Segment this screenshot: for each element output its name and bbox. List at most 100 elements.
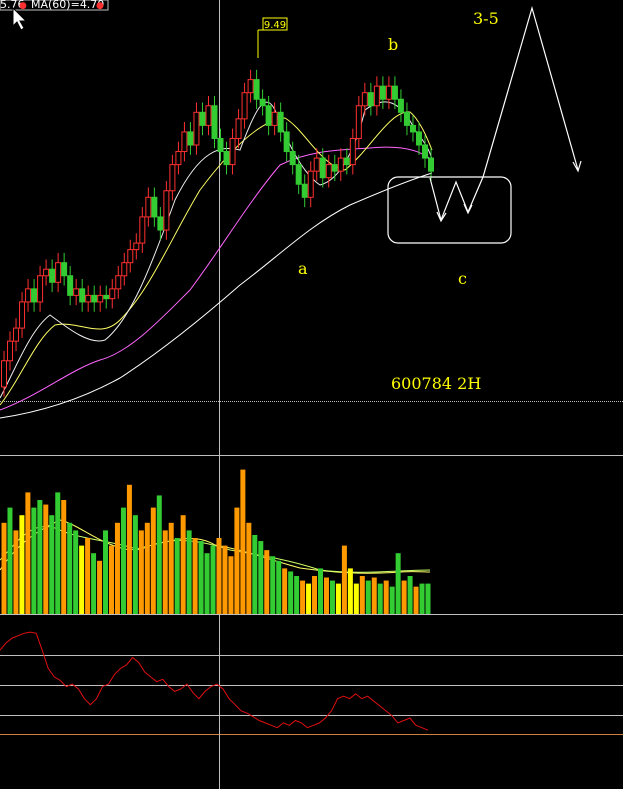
candle-down [391,85,398,100]
candle-up [355,105,362,139]
volume-bar [144,522,150,614]
volume-bar [49,515,55,614]
candle-down [331,164,338,172]
candle-up [313,157,320,172]
candle-up [43,268,50,277]
candle-up [247,79,254,94]
volume-bar [61,500,67,614]
candle-down [379,85,386,100]
volume-bar [204,553,210,614]
candle-up [337,157,344,172]
volume-bar [91,553,97,614]
candle-down [409,124,416,133]
ma-prev-value: 5.76 [0,0,25,11]
candle-up [55,262,62,283]
volume-bar [67,522,73,614]
peak-price-marker: 9.49 [257,17,288,58]
candle-up [361,92,368,107]
volume-bar [138,530,144,614]
candle-up [193,111,200,146]
candle-down [61,262,68,277]
volume-bar [318,568,324,614]
volume-bar [234,507,240,614]
volume-bar [383,580,389,614]
volume-bar [264,550,270,614]
volume-bar [168,522,174,614]
candle-down [428,157,434,172]
candle-down [103,294,110,300]
volume-bar [19,515,25,614]
candle-down [319,157,326,179]
candle-down [157,216,164,231]
volume-bar [132,515,138,614]
candle-down [151,196,158,218]
volume-bar [365,580,371,614]
panel-grid [0,401,623,735]
volume-bar [1,522,7,614]
candle-down [283,131,290,153]
candle-up [181,131,188,153]
volume-bar [407,576,413,614]
volume-bar [210,545,216,614]
candle-up [37,275,44,303]
ma60-label: MA(60)=4.70 [31,0,104,11]
wave-arrowhead-1 [436,211,447,223]
ma-dot-icon: ● [19,1,27,11]
wave-label-3-5: 3-5 [473,9,499,28]
volume-bar [228,556,234,614]
wave-arrowhead-2 [463,203,473,215]
candle-up [169,164,176,192]
candle-down [367,92,374,107]
wave-arrowhead-3 [572,160,582,173]
volume-bar [276,560,282,614]
volume-bar [85,538,91,614]
ma-legend: 5.76 ● MA(60)=4.70 ● [0,0,109,11]
ma60-line [0,172,433,419]
volume-bar [192,538,198,614]
volume-bar [114,522,120,614]
volume-bar [341,545,347,614]
candle-up [205,105,212,126]
volume-bar [55,492,61,614]
volume-bar [401,580,407,614]
volume-bar [37,500,43,614]
stock-code-label: 600784 2H [391,374,481,393]
volume-bar [377,583,383,614]
candle-up [307,170,314,198]
candle-down [289,151,296,166]
volume-bar [120,507,126,614]
candle-up [25,288,32,303]
candle-up [127,249,134,264]
candle-up [109,288,116,300]
candle-down [259,98,266,107]
volume-bar [359,576,365,614]
volume-bar [186,530,192,614]
candle-down [91,294,98,303]
candle-down [79,288,86,303]
ma-legend-box [0,0,109,11]
volume-bar [222,545,228,614]
indicator-panel [0,631,429,731]
candle-down [301,183,308,198]
volume-bar [306,583,312,614]
volume-bars [1,469,431,614]
wave-label-a: a [298,259,308,278]
candle-down [67,275,74,296]
consolidation-box [387,176,512,244]
candle-up [19,301,26,329]
ma60-dot-icon: ● [96,1,104,11]
candle-up [97,294,104,303]
candle-up [145,196,152,218]
wave-label-c: c [458,269,467,288]
volume-bar [108,545,114,614]
candle-down [397,98,404,113]
candle-up [73,288,80,296]
peak-price-box [262,17,288,31]
indicator-line [0,631,429,731]
volume-bar [312,576,318,614]
volume-bar [323,577,329,614]
volume-bar [25,492,31,614]
candle-up [163,190,170,231]
volume-bar [395,553,401,614]
volume-bar [240,469,246,614]
